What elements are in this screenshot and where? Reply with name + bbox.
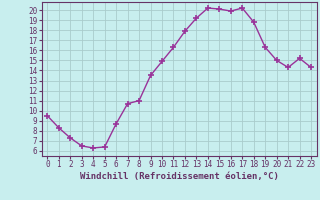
X-axis label: Windchill (Refroidissement éolien,°C): Windchill (Refroidissement éolien,°C) bbox=[80, 172, 279, 181]
